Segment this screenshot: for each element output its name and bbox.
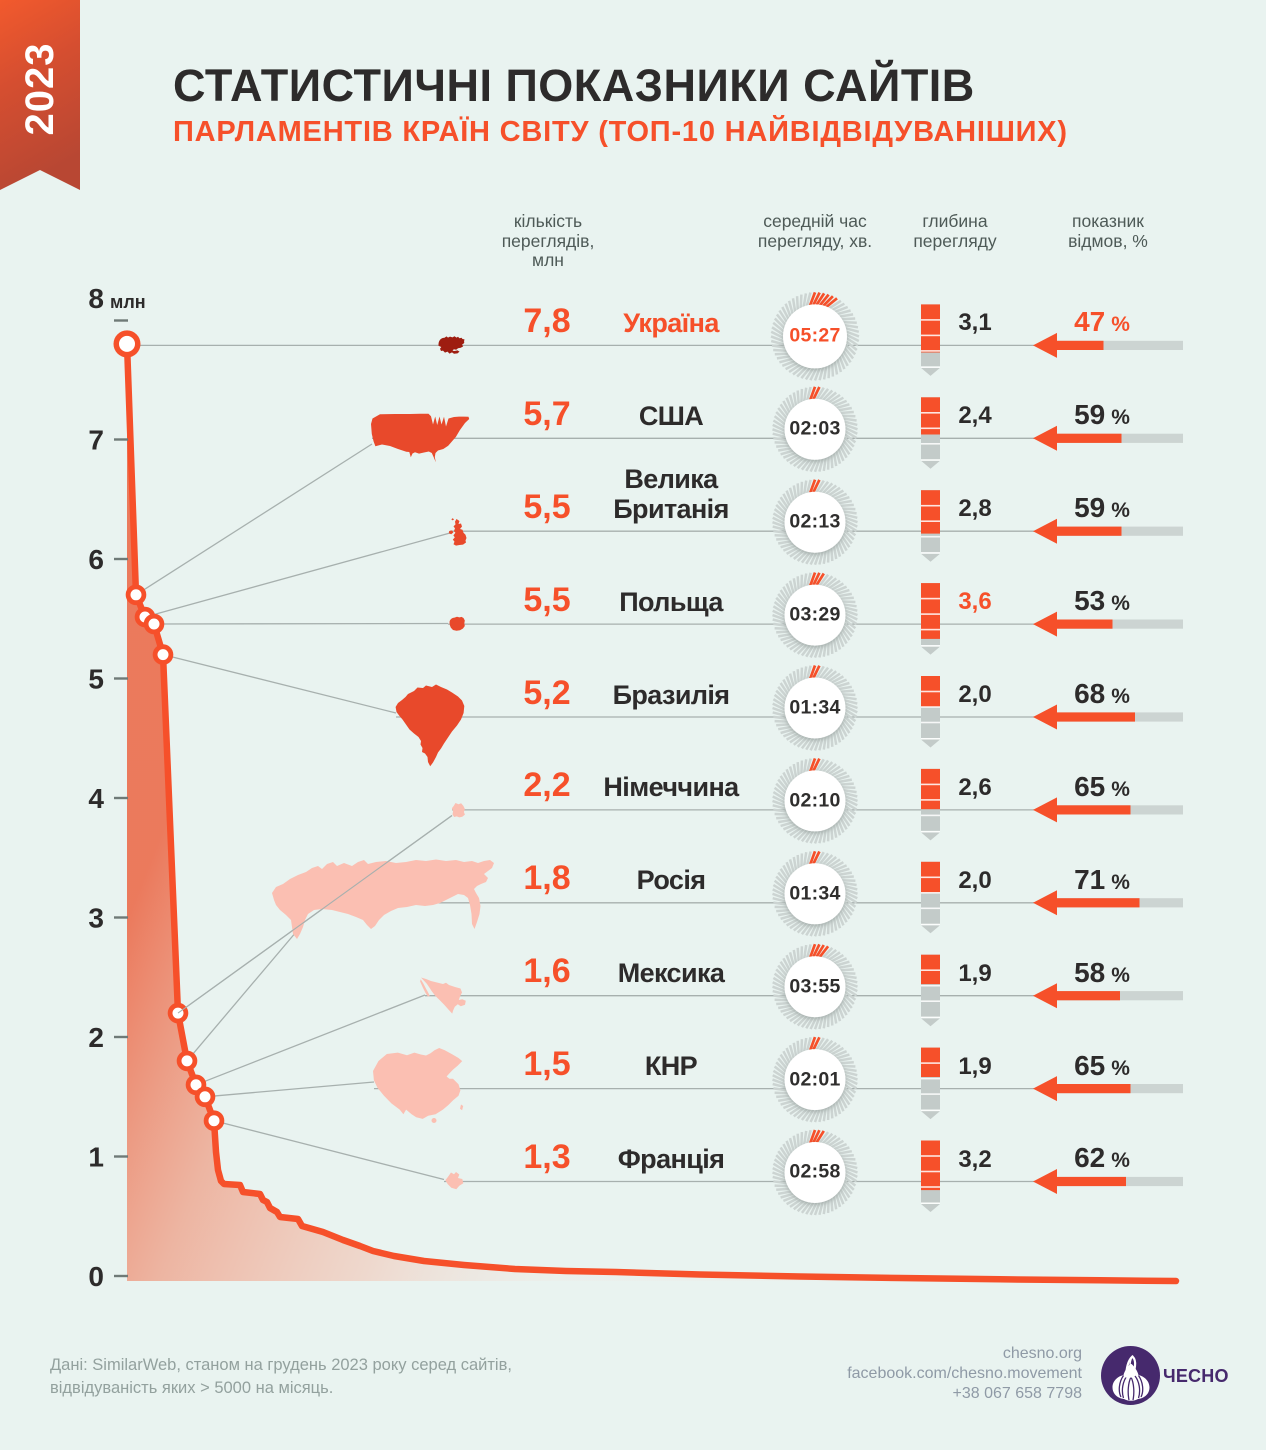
svg-text:0: 0 [88,1261,104,1292]
svg-text:7: 7 [88,425,104,456]
svg-text:4: 4 [88,783,104,814]
svg-text:1: 1 [88,1142,104,1173]
svg-text:3: 3 [88,903,104,934]
svg-text:2: 2 [88,1022,104,1053]
svg-text:8: 8 [88,283,104,314]
svg-text:6: 6 [88,544,104,575]
svg-text:2023: 2023 [18,43,62,136]
svg-text:5: 5 [88,664,104,695]
svg-text:млн: млн [110,292,146,312]
